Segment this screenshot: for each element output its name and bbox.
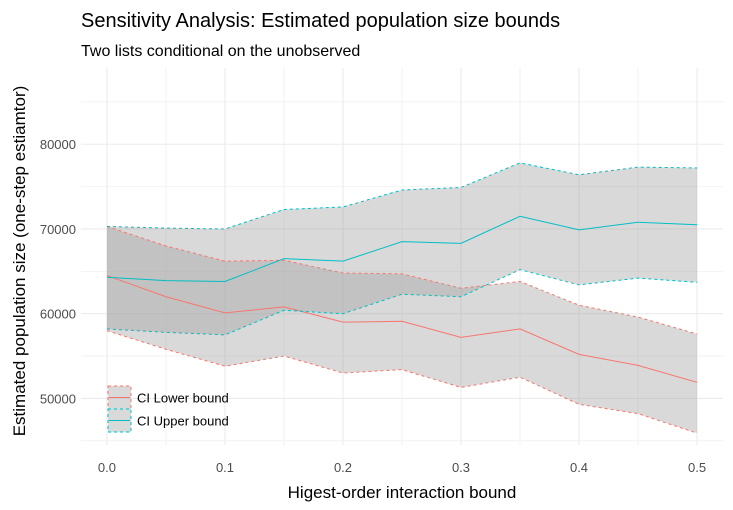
x-tick-label: 0.2 [334, 460, 352, 475]
x-tick-label: 0.0 [98, 460, 116, 475]
ci-band-lower-bound [106, 226, 698, 434]
estimate-line-upper-bound [106, 215, 698, 282]
legend: CI Lower bound CI Upper bound [107, 385, 229, 433]
grid [81, 68, 723, 445]
x-tick-label: 0.4 [570, 460, 588, 475]
x-axis-title: Higest-order interaction bound [288, 483, 517, 502]
ci-high-line-upper-bound [106, 162, 698, 230]
ci-bands [106, 162, 698, 434]
x-tick-label: 0.3 [452, 460, 470, 475]
y-tick-label: 50000 [40, 391, 76, 406]
y-axis-ticks: 50000 60000 70000 80000 [40, 137, 76, 406]
x-tick-label: 0.1 [216, 460, 234, 475]
y-axis-title: Estimated population size (one-step esti… [10, 86, 29, 437]
estimate-line-lower-bound [106, 275, 698, 383]
y-tick-label: 60000 [40, 307, 76, 322]
x-tick-label: 0.5 [688, 460, 706, 475]
x-axis-ticks: 0.0 0.1 0.2 0.3 0.4 0.5 [98, 460, 706, 475]
legend-label-upper-bound: CI Upper bound [137, 414, 229, 429]
chart-title: Sensitivity Analysis: Estimated populati… [81, 10, 560, 32]
ci-low-line-lower-bound [106, 330, 698, 434]
ci-high-line-lower-bound [106, 225, 698, 335]
ci-band-upper-bound [106, 162, 698, 335]
y-tick-label: 70000 [40, 222, 76, 237]
y-tick-label: 80000 [40, 137, 76, 152]
chart-subtitle: Two lists conditional on the unobserved [81, 43, 360, 60]
legend-label-lower-bound: CI Lower bound [137, 391, 229, 406]
ci-low-line-upper-bound [106, 269, 698, 336]
series-lines [106, 162, 698, 434]
